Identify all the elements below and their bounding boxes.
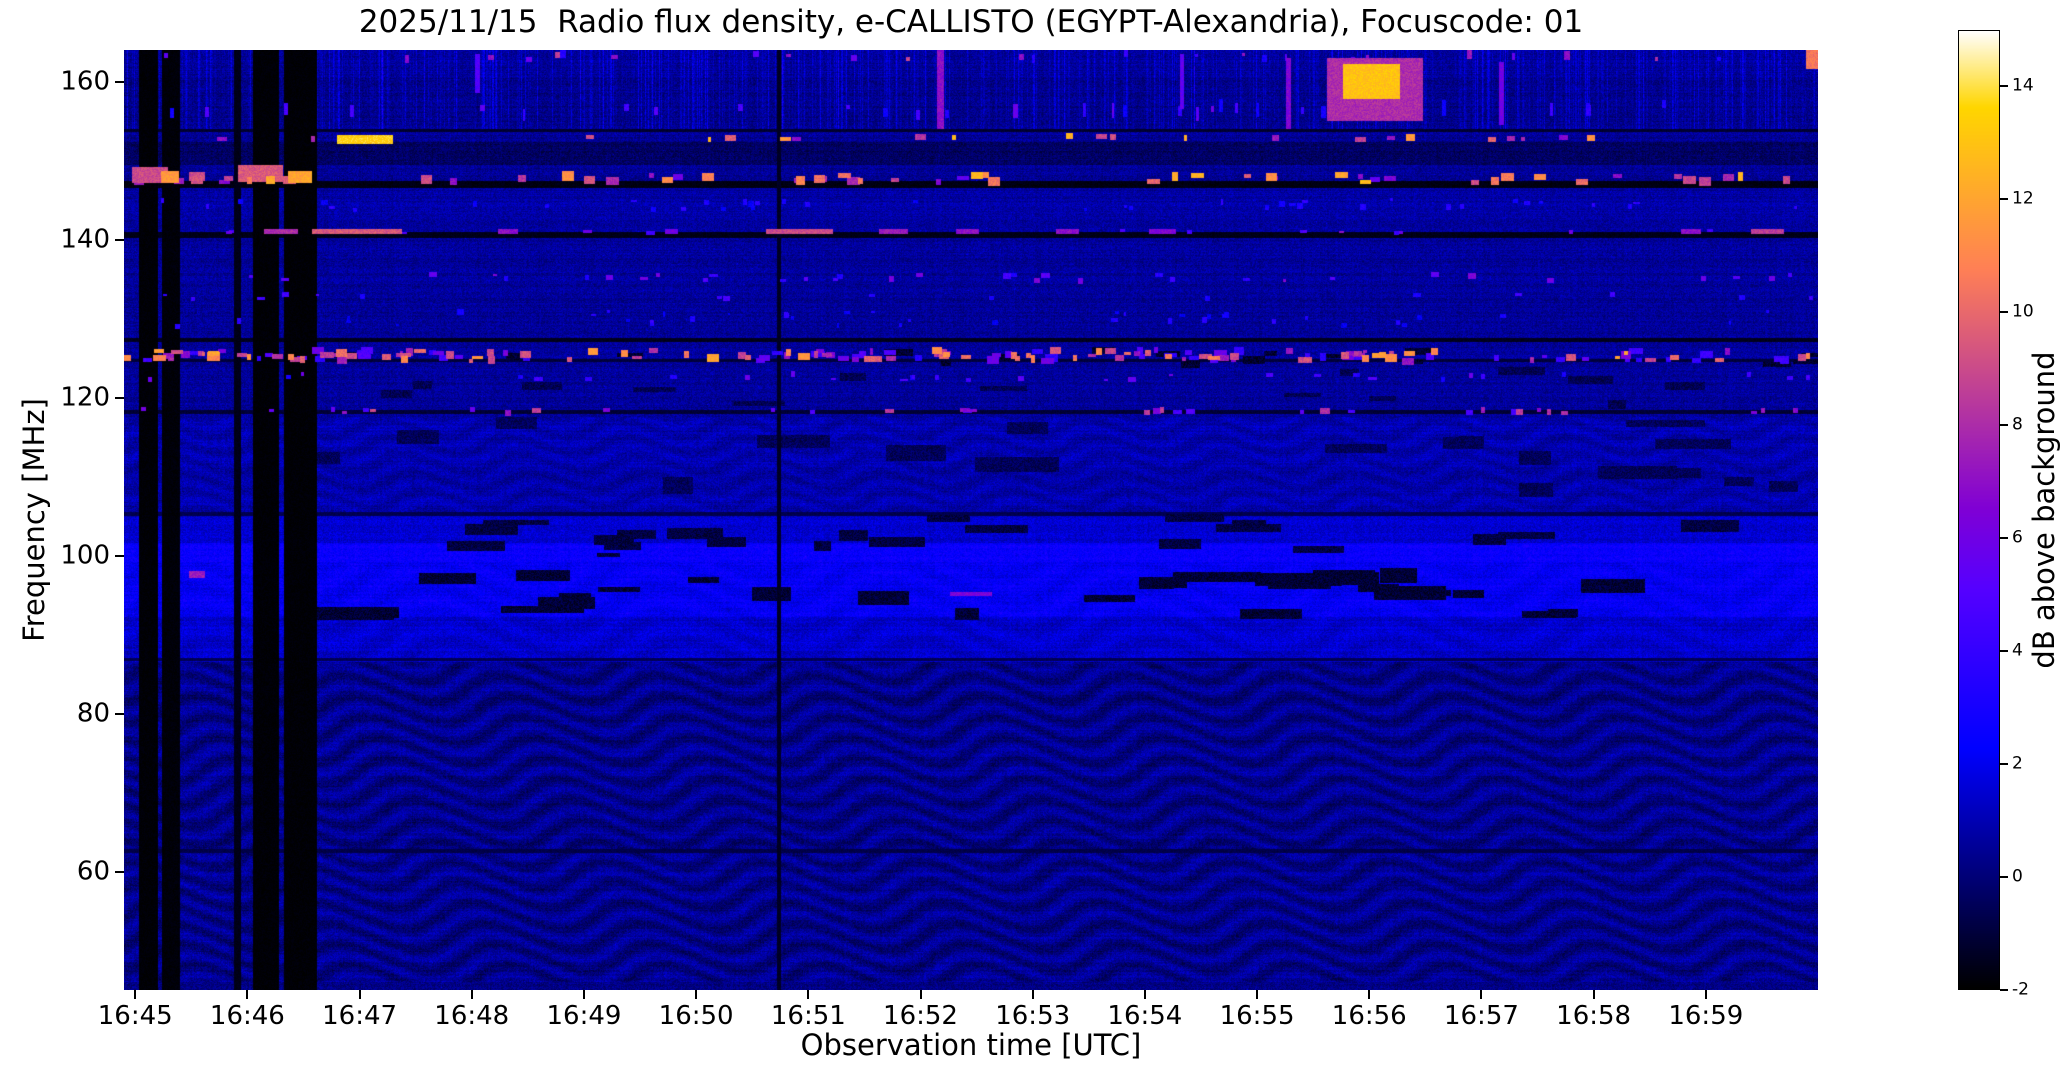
y-tick-label: 60 [76,856,110,887]
y-tick-label: 140 [60,224,110,255]
x-tick-mark [470,990,473,999]
colorbar-tick-label: 6 [2012,527,2023,548]
x-tick-mark [358,990,361,999]
colorbar-tick-label: 4 [2012,640,2023,661]
x-tick-mark [134,990,137,999]
colorbar-label: dB above background [2027,351,2061,669]
x-tick-mark [1480,990,1483,999]
colorbar-tick-mark [2000,650,2008,653]
x-tick-mark [807,990,810,999]
y-tick-mark [115,554,124,557]
colorbar-tick-label: 14 [2012,76,2034,97]
x-tick-mark [1704,990,1707,999]
x-tick-mark [1256,990,1259,999]
colorbar-tick-mark [2000,537,2008,540]
x-tick-mark [1592,990,1595,999]
x-tick-label: 16:53 [995,1001,1071,1031]
colorbar-tick-label: 2 [2012,753,2023,774]
colorbar-tick-mark [2000,311,2008,314]
colorbar-tick-mark [2000,198,2008,201]
colorbar-tick-mark [2000,763,2008,766]
x-tick-label: 16:48 [434,1001,510,1031]
x-tick-mark [582,990,585,999]
x-tick-mark [919,990,922,999]
x-tick-label: 16:52 [883,1001,958,1031]
chart-title: 2025/11/15 Radio flux density, e-CALLIST… [358,4,1584,40]
x-tick-label: 16:56 [1331,1001,1407,1031]
colorbar-tick-mark [2000,876,2008,879]
x-tick-label: 16:51 [770,1001,846,1031]
y-tick-mark [115,238,124,241]
colorbar-tick-label: 8 [2012,414,2023,435]
colorbar [1958,30,2000,990]
x-tick-label: 16:55 [1219,1001,1295,1031]
x-tick-label: 16:50 [658,1001,734,1031]
y-tick-label: 80 [76,698,110,729]
x-tick-mark [246,990,249,999]
y-tick-label: 120 [60,382,110,413]
colorbar-tick-mark [2000,424,2008,427]
colorbar-tick-mark [2000,85,2008,88]
spectrogram-canvas [124,50,1818,990]
y-tick-mark [115,870,124,873]
x-tick-label: 16:47 [322,1001,398,1031]
y-tick-mark [115,712,124,715]
colorbar-tick-label: 10 [2012,302,2034,322]
x-tick-mark [1031,990,1034,999]
x-tick-label: 16:49 [546,1001,622,1031]
x-tick-mark [1368,990,1371,999]
plot-area [124,50,1818,990]
colorbar-tick-label: 12 [2012,189,2034,210]
y-tick-label: 100 [60,540,110,571]
x-tick-mark [1143,990,1146,999]
colorbar-tick-mark [2000,989,2008,991]
x-tick-label: 16:59 [1668,1001,1744,1031]
y-axis-label: Frequency [MHz] [17,398,51,642]
x-axis-label: Observation time [UTC] [800,1028,1142,1062]
colorbar-tick-label: 0 [2012,866,2023,887]
x-tick-label: 16:57 [1443,1001,1519,1031]
x-tick-label: 16:54 [1107,1001,1183,1031]
x-tick-label: 16:46 [209,1001,285,1031]
y-tick-mark [115,396,124,399]
y-tick-mark [115,80,124,83]
x-tick-label: 16:58 [1556,1001,1632,1031]
x-tick-mark [695,990,698,999]
colorbar-tick-label: -2 [2012,979,2029,1000]
y-tick-label: 160 [60,66,110,97]
x-tick-label: 16:45 [97,1001,173,1031]
